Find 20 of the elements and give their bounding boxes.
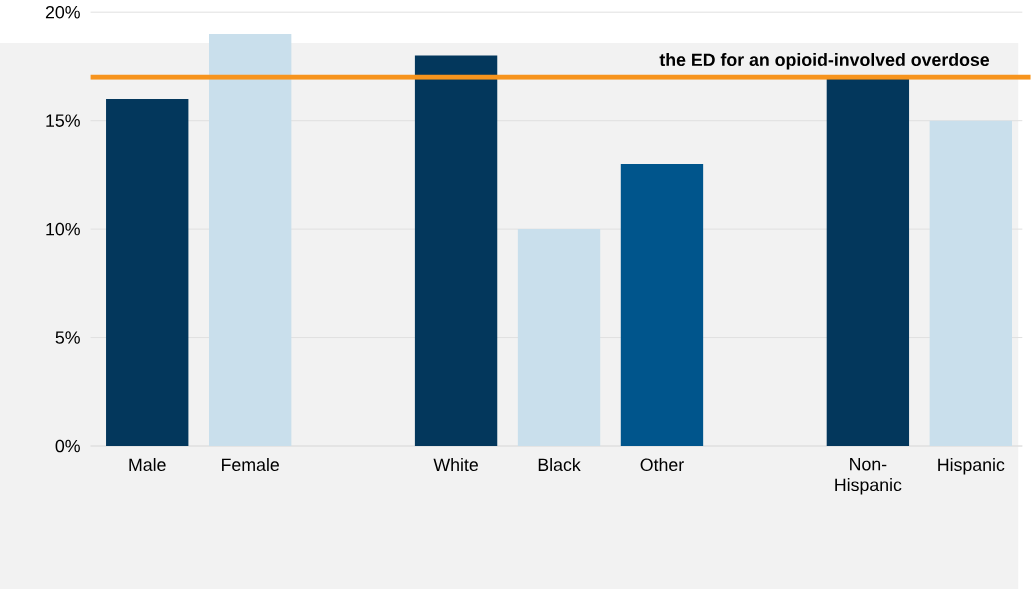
bar	[826, 77, 910, 446]
x-tick-label: Hispanic	[938, 457, 1005, 475]
y-tick-label: 20%	[45, 5, 80, 19]
y-tick-label: 5%	[55, 331, 80, 344]
x-tick-label: Other	[640, 457, 684, 471]
bar	[106, 98, 189, 446]
bar	[929, 120, 1013, 446]
y-tick-label: 15%	[46, 114, 80, 127]
y-tick-label: 10%	[46, 222, 80, 236]
text: the ED for an opioid-involved overdose	[659, 52, 990, 70]
x-tick-label: Black	[538, 457, 581, 471]
bar	[414, 55, 498, 446]
x-tick-label: Male	[129, 457, 166, 471]
x-tick-label: Female	[222, 457, 279, 471]
y-tick-label: 0%	[55, 439, 80, 453]
bar	[620, 163, 704, 446]
bar	[208, 33, 292, 446]
bar	[517, 229, 601, 446]
x-tick-label: White	[433, 457, 478, 471]
x-tick-label: Non-Hispanic	[835, 457, 902, 495]
